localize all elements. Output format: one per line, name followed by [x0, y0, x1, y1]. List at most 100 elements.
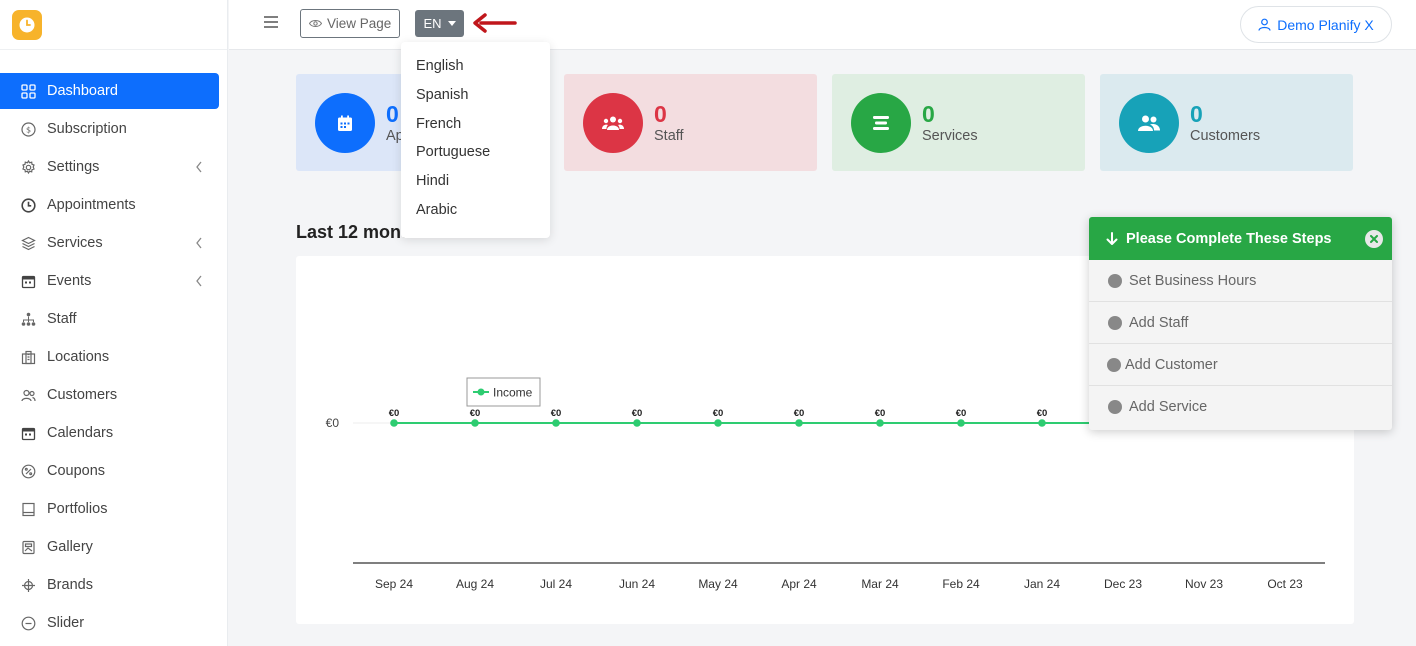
x-tick-label: Oct 23 [1267, 577, 1303, 591]
data-point [795, 419, 803, 427]
x-tick-label: Jan 24 [1024, 577, 1060, 591]
stat-card-staff[interactable]: 0 Staff [564, 74, 817, 171]
data-label: €0 [956, 408, 967, 419]
sidebar-item-label: Gallery [47, 539, 93, 555]
user-icon [1258, 18, 1271, 31]
language-option-spanish[interactable]: Spanish [416, 87, 469, 104]
sidebar-item-label: Settings [47, 159, 100, 175]
sidebar-item-subscription[interactable]: $ Subscription [0, 111, 219, 147]
sidebar-item-settings[interactable]: Settings [0, 149, 219, 185]
chevron-left-icon [196, 161, 202, 173]
percent-circle-icon [20, 463, 36, 479]
step-item-business-hours[interactable]: Set Business Hours [1089, 260, 1392, 302]
step-item-add-customer[interactable]: Add Customer [1089, 344, 1392, 386]
layers-icon [20, 235, 36, 251]
sidebar-item-label: Brands [47, 577, 93, 593]
income-chart: €0 €0 €0 €0 €0 €0 €0 €0 €0 €0 Sep 24 Aug 24 Jul 24 Ju… [326, 377, 1325, 591]
calendar-icon [315, 93, 375, 153]
sidebar-item-label: Calendars [47, 425, 114, 441]
sidebar-item-brands[interactable]: Brands [0, 567, 219, 603]
step-label: Add Staff [1129, 314, 1189, 331]
step-dot-icon [1107, 357, 1121, 372]
data-point [876, 419, 884, 427]
sidebar-item-portfolios[interactable]: Portfolios [0, 491, 219, 527]
sidebar-item-label: Subscription [47, 121, 127, 137]
sidebar-item-dashboard[interactable]: Dashboard [0, 73, 219, 109]
sidebar-item-gallery[interactable]: Gallery [0, 529, 219, 565]
data-label: €0 [1037, 408, 1048, 419]
sidebar-item-label: Customers [47, 387, 118, 403]
data-point [714, 419, 722, 427]
sidebar-item-coupons[interactable]: Coupons [0, 453, 219, 489]
clock-icon [20, 197, 36, 213]
chevron-left-icon [196, 237, 202, 249]
x-tick-label: May 24 [698, 577, 738, 591]
sidebar-item-services[interactable]: Services [0, 225, 219, 261]
sidebar-item-label: Services [47, 235, 103, 251]
sidebar-item-label: Coupons [47, 463, 106, 479]
data-label: €0 [632, 408, 643, 419]
building-icon [20, 349, 36, 365]
legend-label: Income [493, 386, 533, 400]
chevron-left-icon [196, 275, 202, 287]
users-icon [583, 93, 643, 153]
sidebar-item-calendars[interactable]: Calendars [0, 415, 219, 451]
language-option-hindi[interactable]: Hindi [416, 173, 450, 190]
data-label: €0 [470, 408, 481, 419]
user-menu-button[interactable]: Demo Planify X [1240, 6, 1392, 43]
stat-card-services[interactable]: 0 Services [832, 74, 1085, 171]
caret-down-icon [447, 21, 456, 26]
step-label: Set Business Hours [1129, 272, 1257, 289]
annotation-arrow-icon [473, 13, 517, 33]
step-dot-icon [1108, 315, 1122, 330]
sidebar-item-events[interactable]: Events [0, 263, 219, 299]
step-item-add-service[interactable]: Add Service [1089, 386, 1392, 428]
y-tick-label: €0 [326, 416, 340, 430]
language-option-english[interactable]: English [416, 58, 464, 75]
sidebar-item-label: Portfolios [47, 501, 108, 517]
sidebar-item-staff[interactable]: Staff [0, 301, 219, 337]
sidebar-item-locations[interactable]: Locations [0, 339, 219, 375]
sidebar: Dashboard $ Subscription Settings Appoin… [0, 0, 228, 646]
x-tick-label: Apr 24 [781, 577, 817, 591]
data-label: €0 [875, 408, 886, 419]
close-icon[interactable] [1365, 230, 1383, 248]
portfolio-icon [20, 501, 36, 517]
language-dropdown-button[interactable]: EN [415, 10, 464, 37]
steps-panel-title: Please Complete These Steps [1126, 230, 1332, 247]
stat-label: Customers [1190, 128, 1261, 144]
sidebar-nav: Dashboard $ Subscription Settings Appoin… [0, 50, 227, 641]
sidebar-item-label: Locations [47, 349, 110, 365]
stat-label: Staff [654, 128, 684, 144]
logo-icon[interactable] [12, 9, 42, 40]
language-option-french[interactable]: French [416, 115, 462, 132]
sidebar-item-slider[interactable]: Slider [0, 605, 219, 641]
image-icon [20, 539, 36, 555]
data-point [552, 419, 560, 427]
hamburger-menu-icon[interactable] [264, 16, 278, 28]
step-item-add-staff[interactable]: Add Staff [1089, 302, 1392, 344]
stat-card-customers[interactable]: 0 Customers [1100, 74, 1353, 171]
x-tick-label: Jul 24 [540, 577, 572, 591]
steps-panel: Please Complete These Steps Set Business… [1089, 217, 1392, 430]
stat-label: Ap [386, 128, 404, 144]
sidebar-item-customers[interactable]: Customers [0, 377, 219, 413]
view-page-button[interactable]: View Page [300, 9, 401, 38]
language-option-arabic[interactable]: Arabic [416, 201, 458, 218]
sidebar-item-label: Events [47, 273, 92, 289]
sidebar-item-appointments[interactable]: Appointments [0, 187, 219, 223]
data-label: €0 [551, 408, 562, 419]
data-label: €0 [389, 408, 400, 419]
data-label: €0 [794, 408, 805, 419]
grid-icon [20, 83, 36, 99]
minus-circle-icon [20, 615, 36, 631]
user-group-icon [1119, 93, 1179, 153]
language-option-portuguese[interactable]: Portuguese [416, 144, 491, 161]
arrow-down-icon [1106, 231, 1118, 245]
step-dot-icon [1108, 273, 1122, 288]
stat-value: 0 [654, 101, 667, 127]
x-tick-label: Mar 24 [861, 577, 899, 591]
stat-label: Services [922, 128, 978, 144]
eye-icon [309, 20, 322, 27]
stat-value: 0 [386, 101, 399, 127]
